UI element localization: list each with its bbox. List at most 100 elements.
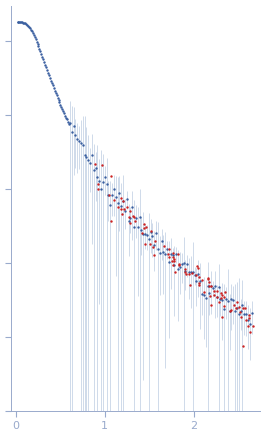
Point (167, 254, 171, 261)
Point (73, 132, 77, 139)
Point (88, 160, 92, 167)
Point (139, 227, 144, 234)
Point (251, 323, 255, 329)
Point (165, 251, 170, 258)
Point (207, 289, 211, 296)
Point (92, 166, 96, 173)
Point (62, 110, 66, 117)
Point (227, 307, 232, 314)
Point (130, 203, 134, 210)
Point (222, 303, 226, 310)
Point (72, 122, 76, 129)
Point (64, 114, 68, 121)
Point (44, 64, 48, 71)
Point (95, 174, 99, 181)
Point (99, 186, 103, 193)
Point (209, 282, 213, 289)
Point (171, 262, 175, 269)
Point (103, 173, 107, 180)
Point (15, 18, 20, 25)
Point (187, 270, 192, 277)
Point (26, 23, 30, 30)
Point (248, 329, 252, 336)
Point (222, 293, 226, 300)
Point (82, 151, 87, 158)
Point (22, 20, 26, 27)
Point (209, 282, 213, 289)
Point (215, 288, 219, 295)
Point (154, 229, 158, 236)
Point (138, 214, 142, 221)
Point (165, 245, 169, 252)
Point (150, 232, 155, 239)
Point (189, 269, 194, 276)
Point (233, 308, 237, 315)
Point (181, 259, 186, 266)
Point (180, 261, 184, 268)
Point (238, 308, 243, 315)
Point (184, 271, 188, 277)
Point (144, 224, 148, 231)
Point (30, 28, 34, 35)
Point (231, 296, 235, 303)
Point (93, 160, 97, 167)
Point (183, 266, 187, 273)
Point (177, 260, 181, 267)
Point (93, 165, 98, 172)
Point (191, 269, 195, 276)
Point (218, 295, 222, 302)
Point (246, 323, 250, 329)
Point (55, 94, 60, 101)
Point (171, 254, 175, 261)
Point (68, 119, 72, 126)
Point (173, 268, 177, 275)
Point (24, 21, 28, 28)
Point (112, 196, 116, 203)
Point (158, 250, 162, 257)
Point (176, 251, 180, 258)
Point (202, 288, 206, 295)
Point (219, 289, 223, 296)
Point (185, 261, 189, 268)
Point (153, 238, 157, 245)
Point (61, 108, 65, 115)
Point (66, 118, 70, 125)
Point (101, 179, 105, 186)
Point (20, 19, 24, 26)
Point (187, 269, 191, 276)
Point (65, 116, 69, 123)
Point (228, 308, 232, 315)
Point (81, 142, 85, 149)
Point (147, 236, 151, 243)
Point (200, 291, 204, 298)
Point (122, 206, 126, 213)
Point (167, 259, 171, 266)
Point (59, 104, 64, 111)
Point (23, 20, 27, 27)
Point (197, 274, 201, 281)
Point (40, 53, 44, 60)
Point (209, 302, 213, 309)
Point (134, 214, 138, 221)
Point (215, 294, 219, 301)
Point (106, 192, 111, 199)
Point (172, 261, 177, 268)
Point (212, 288, 216, 295)
Point (53, 87, 57, 94)
Point (36, 42, 41, 49)
Point (17, 18, 22, 25)
Point (206, 276, 210, 283)
Point (116, 204, 120, 211)
Point (57, 99, 62, 106)
Point (70, 128, 74, 135)
Point (224, 296, 228, 303)
Point (242, 310, 246, 317)
Point (35, 38, 39, 45)
Point (41, 56, 45, 63)
Point (250, 310, 254, 317)
Point (60, 105, 64, 112)
Point (39, 50, 43, 57)
Point (121, 197, 126, 204)
Point (48, 74, 52, 81)
Point (105, 181, 109, 188)
